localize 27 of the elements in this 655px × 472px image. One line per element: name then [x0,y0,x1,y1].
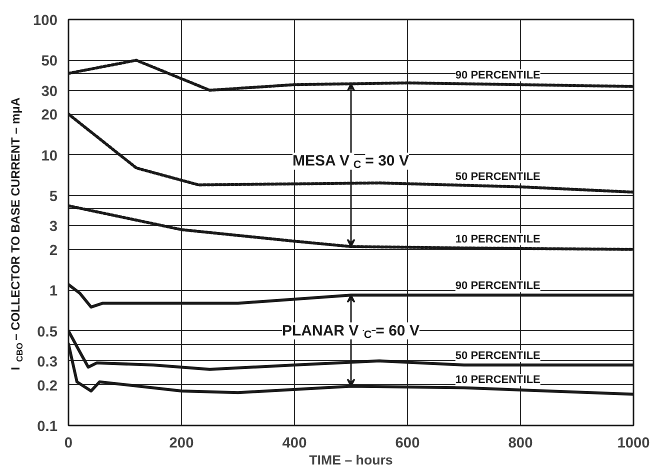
y-tick-label: 100 [33,13,58,29]
y-axis-title: ICBO – COLLECTOR TO BASE CURRENT – mμA [8,97,24,370]
y-tick-label: 10 [41,148,58,164]
y-tick-label: 0.2 [37,378,58,394]
y-tick-label: 2 [49,242,58,259]
y-tick-label: 30 [41,84,58,100]
series-label: 10 PERCENTILE [455,374,540,386]
x-tick-label: 1000 [617,436,650,452]
y-tick-label: 0.5 [37,324,58,340]
series-label: 10 PERCENTILE [455,233,540,246]
x-tick-label: 800 [508,436,533,452]
y-tick-label: 3 [49,219,58,236]
x-tick-label: 600 [395,436,420,452]
x-tick-label: 0 [64,436,73,452]
y-tick-label: 0.1 [37,419,58,435]
y-tick-label: 0.3 [37,354,58,370]
x-tick-label: 200 [169,436,194,452]
series-label: 50 PERCENTILE [455,171,540,184]
x-tick-label: 400 [282,436,307,452]
y-tick-label: 5 [49,189,58,206]
y-tick-label: 20 [41,108,58,124]
x-axis-title: TIME – hours [309,452,393,468]
y-tick-label: 50 [41,54,58,70]
y-tick-label: 1 [49,284,58,300]
series-label: 50 PERCENTILE [455,350,540,362]
series-label: 90 PERCENTILE [455,69,540,82]
series-label: 90 PERCENTILE [455,280,540,292]
